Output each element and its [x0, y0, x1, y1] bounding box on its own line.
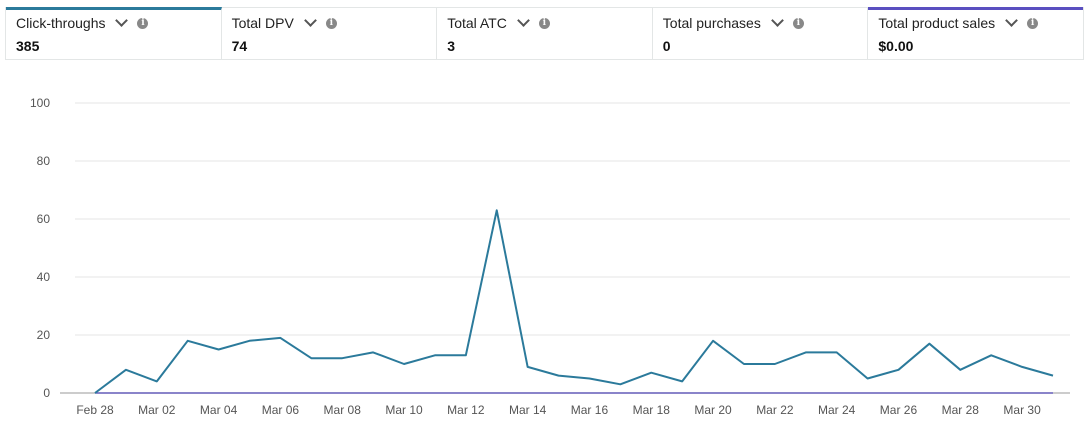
- x-tick-label: Mar 24: [818, 403, 856, 417]
- y-tick-label: 40: [37, 270, 51, 284]
- x-tick-label: Mar 06: [262, 403, 300, 417]
- metric-value: 3: [447, 38, 455, 54]
- metric-label: Total DPV: [231, 15, 294, 31]
- metric-label: Click-throughs: [16, 15, 106, 31]
- y-tick-label: 100: [30, 96, 50, 110]
- info-icon[interactable]: i: [538, 17, 550, 29]
- x-tick-label: Mar 20: [694, 403, 732, 417]
- x-tick-label: Feb 28: [76, 403, 114, 417]
- info-icon[interactable]: i: [325, 17, 337, 29]
- x-tick-label: Mar 10: [385, 403, 423, 417]
- info-icon[interactable]: i: [792, 17, 804, 29]
- metric-card-total-dpv[interactable]: Total DPV i 74: [221, 7, 438, 59]
- metric-label: Total purchases: [662, 15, 761, 31]
- x-tick-label: Mar 22: [756, 403, 794, 417]
- metric-value: $0.00: [878, 38, 914, 54]
- metric-card-click-throughs[interactable]: Click-throughs i 385: [6, 7, 222, 59]
- x-tick-label: Mar 14: [509, 403, 547, 417]
- x-tick-label: Mar 26: [880, 403, 918, 417]
- info-icon[interactable]: i: [137, 17, 149, 29]
- metric-value: 385: [16, 38, 40, 54]
- x-tick-label: Mar 08: [324, 403, 362, 417]
- metric-label: Total product sales: [878, 15, 996, 31]
- metric-value: 0: [662, 38, 671, 54]
- series-line-click-throughs: [94, 209, 1054, 394]
- metric-card-total-atc[interactable]: Total ATC i 3: [437, 7, 653, 59]
- metric-cards: Click-throughs i 385 Total DPV i 74 Total …: [5, 7, 1084, 60]
- info-icon[interactable]: i: [1027, 17, 1039, 29]
- metric-value: 74: [231, 38, 248, 54]
- x-tick-label: Mar 18: [633, 403, 671, 417]
- x-tick-label: Mar 16: [571, 403, 609, 417]
- x-tick-label: Mar 12: [447, 403, 485, 417]
- y-tick-label: 0: [43, 386, 50, 400]
- x-tick-label: Mar 30: [1003, 403, 1041, 417]
- metric-card-total-product-sales[interactable]: Total product sales i $0.00: [868, 7, 1083, 59]
- x-tick-label: Mar 28: [942, 403, 980, 417]
- y-tick-label: 20: [37, 328, 51, 342]
- x-tick-label: Mar 02: [138, 403, 176, 417]
- metric-label: Total ATC: [447, 15, 507, 31]
- x-tick-label: Mar 04: [200, 403, 238, 417]
- y-tick-label: 80: [37, 154, 51, 168]
- y-tick-label: 60: [37, 212, 51, 226]
- metric-card-total-purchases[interactable]: Total purchases i 0: [652, 7, 869, 59]
